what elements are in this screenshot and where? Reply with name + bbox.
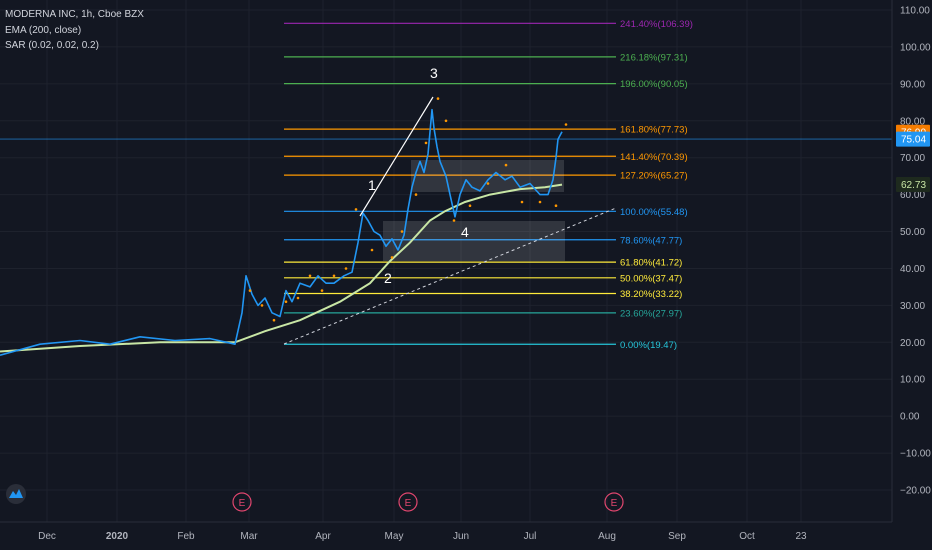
fib-level-label: 50.00%(37.47) bbox=[620, 273, 682, 284]
sar-dot bbox=[424, 141, 428, 145]
wave-label-3: 3 bbox=[430, 65, 438, 81]
fib-level-label: 100.00%(55.48) bbox=[620, 207, 688, 218]
price-tick-label: 50.00 bbox=[900, 227, 925, 238]
time-tick-label: Oct bbox=[739, 531, 755, 542]
fib-level-label: 127.20%(65.27) bbox=[620, 171, 688, 182]
sar-dot bbox=[390, 256, 394, 259]
sar-dot bbox=[320, 289, 324, 292]
price-layer bbox=[0, 108, 563, 356]
sar-dot bbox=[272, 318, 276, 322]
sar-dot bbox=[564, 123, 568, 126]
price-badge-bg bbox=[896, 131, 930, 147]
event-marker[interactable]: E bbox=[604, 492, 624, 512]
sar-dot bbox=[308, 274, 312, 278]
consolidation-box-upper[interactable] bbox=[411, 160, 564, 192]
sar-dot bbox=[468, 204, 472, 207]
ema-line[interactable] bbox=[0, 183, 563, 353]
legend-sar: SAR (0.02, 0.02, 0.2) bbox=[5, 40, 99, 51]
time-tick-label: Dec bbox=[38, 531, 56, 542]
sar-dot bbox=[370, 248, 374, 252]
fib-level-label: 241.40%(106.39) bbox=[620, 19, 693, 30]
time-tick-label: Apr bbox=[315, 531, 331, 542]
price-tick-label: 80.00 bbox=[900, 116, 925, 127]
sar-dot bbox=[486, 182, 490, 185]
price-tick-label: 60.00 bbox=[900, 190, 925, 201]
time-tick-label: Jun bbox=[453, 531, 469, 542]
price-tick-label: 70.00 bbox=[900, 153, 925, 164]
sar-dot bbox=[248, 289, 252, 292]
legend-ema: EMA (200, close) bbox=[5, 25, 81, 36]
fib-level-label: 38.20%(33.22) bbox=[620, 289, 682, 300]
wave-line-1-3[interactable] bbox=[359, 96, 434, 217]
time-scale[interactable]: Dec 2020 Feb Mar Apr May Jun Jul Aug Sep Oct 23 bbox=[38, 531, 807, 542]
fib-level-label: 61.80%(41.72) bbox=[620, 258, 682, 269]
price-tick-label: 0.00 bbox=[900, 412, 920, 423]
fib-level-label: 216.18%(97.31) bbox=[620, 52, 688, 63]
price-tick-label: −10.00 bbox=[900, 449, 931, 460]
price-tick-label: 10.00 bbox=[900, 375, 925, 386]
price-tick-label: 90.00 bbox=[900, 79, 925, 90]
sar-dot bbox=[344, 267, 348, 270]
sar-dot bbox=[504, 163, 508, 167]
price-badge-label: 75.04 bbox=[901, 135, 926, 146]
tradingview-logo-icon[interactable] bbox=[6, 484, 26, 504]
time-tick-label: Sep bbox=[668, 531, 686, 542]
sar-dot bbox=[436, 97, 440, 100]
time-tick-label: 2020 bbox=[106, 531, 129, 542]
sar-dot bbox=[260, 304, 264, 307]
price-tick-label: −20.00 bbox=[900, 486, 931, 497]
sar-dot bbox=[520, 200, 524, 204]
event-marker[interactable]: E bbox=[232, 492, 252, 512]
grid bbox=[0, 0, 892, 522]
time-tick-label: Mar bbox=[240, 531, 258, 542]
event-marker[interactable]: E bbox=[398, 492, 418, 512]
ema-layer bbox=[0, 183, 563, 353]
price-tick-label: 40.00 bbox=[900, 264, 925, 275]
sar-dot bbox=[354, 208, 358, 211]
time-tick-label: 23 bbox=[795, 531, 807, 542]
fib-level-label: 161.80%(77.73) bbox=[620, 125, 688, 136]
sar-dot bbox=[414, 193, 418, 196]
fibonacci-levels: 241.40%(106.39) 216.18%(97.31) 196.00%(90.… bbox=[0, 19, 892, 351]
price-tick-label: 20.00 bbox=[900, 338, 925, 349]
event-marker-label: E bbox=[611, 498, 618, 509]
legend-symbol: MODERNA INC, 1h, Cboe BZX bbox=[5, 9, 144, 20]
sar-dot bbox=[332, 274, 336, 278]
price-scale[interactable]: 110.00 100.00 90.00 80.00 70.00 60.00 50.00 40.… bbox=[900, 6, 931, 497]
price-line[interactable] bbox=[0, 108, 563, 356]
sar-dot bbox=[400, 230, 404, 233]
price-tick-label: 110.00 bbox=[900, 6, 930, 17]
event-marker-label: E bbox=[405, 498, 412, 509]
fib-level-label: 196.00%(90.05) bbox=[620, 79, 688, 90]
fib-level-label: 23.60%(27.97) bbox=[620, 308, 682, 319]
time-tick-label: Aug bbox=[598, 531, 616, 542]
sar-dot bbox=[554, 204, 558, 207]
time-tick-label: May bbox=[385, 531, 404, 542]
fib-level-label: 78.60%(47.77) bbox=[620, 235, 682, 246]
price-badge-label: 62.73 bbox=[901, 180, 926, 191]
sar-layer bbox=[248, 97, 568, 322]
time-tick-label: Jul bbox=[524, 531, 537, 542]
wave-label-1: 1 bbox=[368, 177, 376, 193]
sar-dot bbox=[444, 119, 448, 123]
wave-label-2: 2 bbox=[384, 270, 392, 286]
fib-level-label: 0.00%(19.47) bbox=[620, 340, 677, 351]
wave-label-4: 4 bbox=[461, 224, 469, 240]
price-tick-label: 30.00 bbox=[900, 301, 925, 312]
event-marker-label: E bbox=[239, 498, 246, 509]
sar-dot bbox=[284, 300, 288, 304]
price-tick-label: 100.00 bbox=[900, 42, 931, 53]
sar-dot bbox=[296, 296, 300, 300]
price-badge-bg bbox=[896, 177, 930, 193]
fib-level-label: 141.40%(70.39) bbox=[620, 152, 688, 163]
time-tick-label: Feb bbox=[177, 531, 195, 542]
sar-dot bbox=[538, 200, 542, 204]
sar-dot bbox=[452, 219, 456, 222]
